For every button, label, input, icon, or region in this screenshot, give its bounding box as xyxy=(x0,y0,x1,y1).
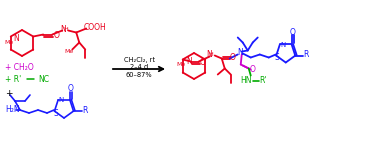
Text: N: N xyxy=(280,42,285,48)
Text: N: N xyxy=(58,98,64,104)
Text: N: N xyxy=(13,33,19,43)
Text: N: N xyxy=(60,25,66,34)
Text: Me: Me xyxy=(5,39,14,44)
Text: O: O xyxy=(200,58,206,67)
Text: O: O xyxy=(250,65,256,74)
Text: Me: Me xyxy=(177,62,186,66)
Text: S: S xyxy=(275,53,280,62)
Text: H₂N: H₂N xyxy=(5,105,20,114)
Text: H: H xyxy=(63,27,68,32)
Text: N: N xyxy=(206,50,212,59)
Text: +: + xyxy=(5,89,12,98)
Text: O: O xyxy=(230,53,235,62)
Text: H: H xyxy=(208,52,213,57)
Text: O: O xyxy=(290,28,296,37)
Text: CH₂Cl₂, rt: CH₂Cl₂, rt xyxy=(124,57,155,63)
Text: S: S xyxy=(53,109,58,118)
Text: R': R' xyxy=(259,76,266,85)
Text: HN: HN xyxy=(240,76,251,85)
Text: N: N xyxy=(186,57,192,66)
Text: R: R xyxy=(82,106,87,115)
Text: + R': + R' xyxy=(5,75,21,84)
Text: R: R xyxy=(304,50,309,59)
Text: + CH₂O: + CH₂O xyxy=(5,62,34,71)
Text: N: N xyxy=(237,48,243,57)
Text: Me: Me xyxy=(65,49,74,54)
Text: O: O xyxy=(68,84,74,93)
Text: NC: NC xyxy=(38,75,49,84)
Text: 2–4 d: 2–4 d xyxy=(130,64,148,70)
Text: O: O xyxy=(53,31,59,40)
Text: COOH: COOH xyxy=(84,23,107,32)
Text: 60–87%: 60–87% xyxy=(126,72,152,78)
